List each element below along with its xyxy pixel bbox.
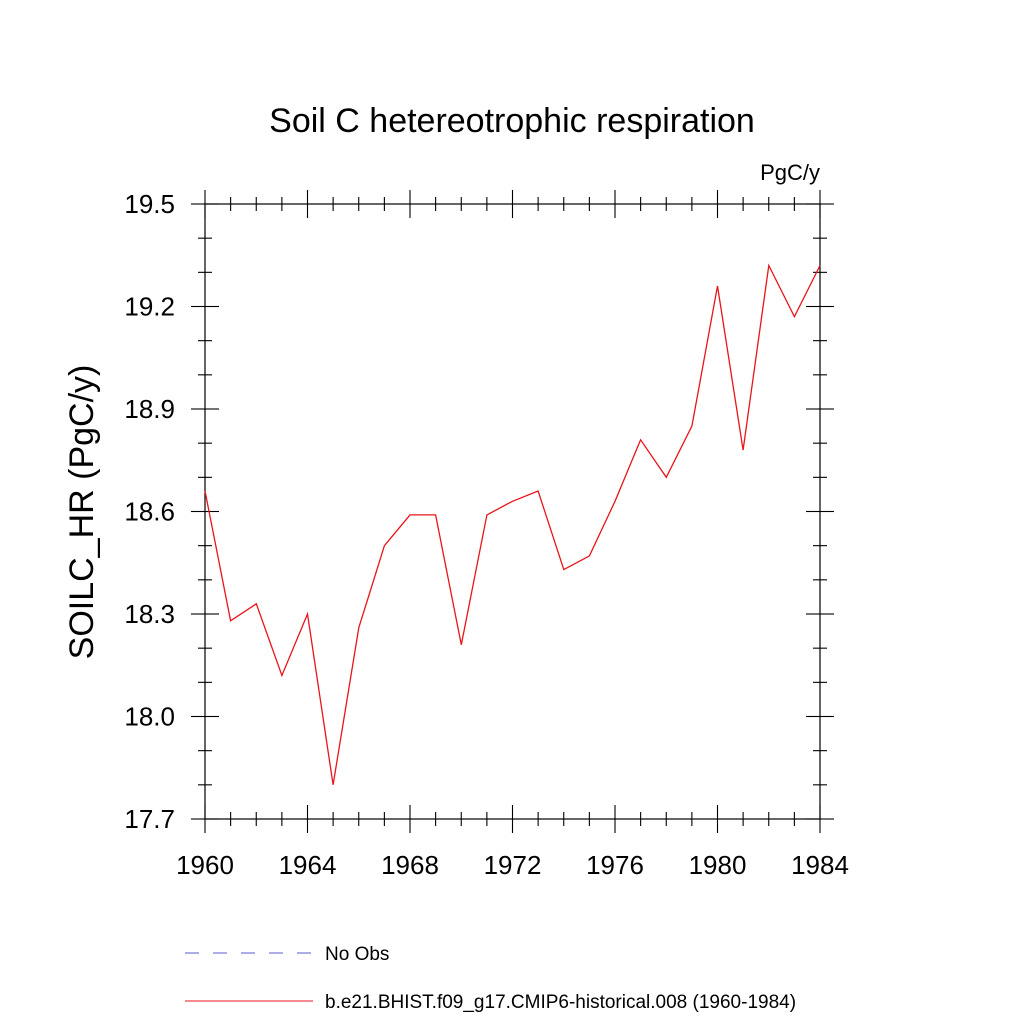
x-tick-label: 1968 [381, 850, 439, 880]
series-line [204, 263, 821, 785]
x-tick-label: 1980 [689, 850, 747, 880]
units-label: PgC/y [760, 160, 820, 185]
y-tick-label: 19.5 [124, 189, 175, 219]
x-tick-label: 1964 [279, 850, 337, 880]
y-tick-label: 18.6 [124, 497, 175, 527]
x-tick-label: 1960 [176, 850, 234, 880]
x-tick-label: 1972 [484, 850, 542, 880]
chart-title: Soil C hetereotrophic respiration [269, 102, 755, 140]
y-tick-label: 19.2 [124, 292, 175, 322]
legend: No Obs b.e21.BHIST.f09_g17.CMIP6-historic… [185, 944, 796, 1013]
axes: 1960 1964 1968 1972 1976 1980 1984 17.7 18.0 18.3… [124, 189, 849, 880]
y-axis-label: SOILC_HR (PgC/y) [63, 365, 101, 660]
legend-label: b.e21.BHIST.f09_g17.CMIP6-historical.008… [325, 992, 796, 1013]
legend-label: No Obs [325, 944, 389, 965]
x-tick-label: 1976 [586, 850, 644, 880]
plot-frame [204, 203, 821, 820]
series-layer [204, 263, 821, 785]
y-tick-label: 18.3 [124, 599, 175, 629]
y-tick-label: 18.9 [124, 394, 175, 424]
y-tick-label: 17.7 [124, 804, 175, 834]
x-tick-label: 1984 [791, 850, 849, 880]
y-tick-label: 18.0 [124, 702, 175, 732]
